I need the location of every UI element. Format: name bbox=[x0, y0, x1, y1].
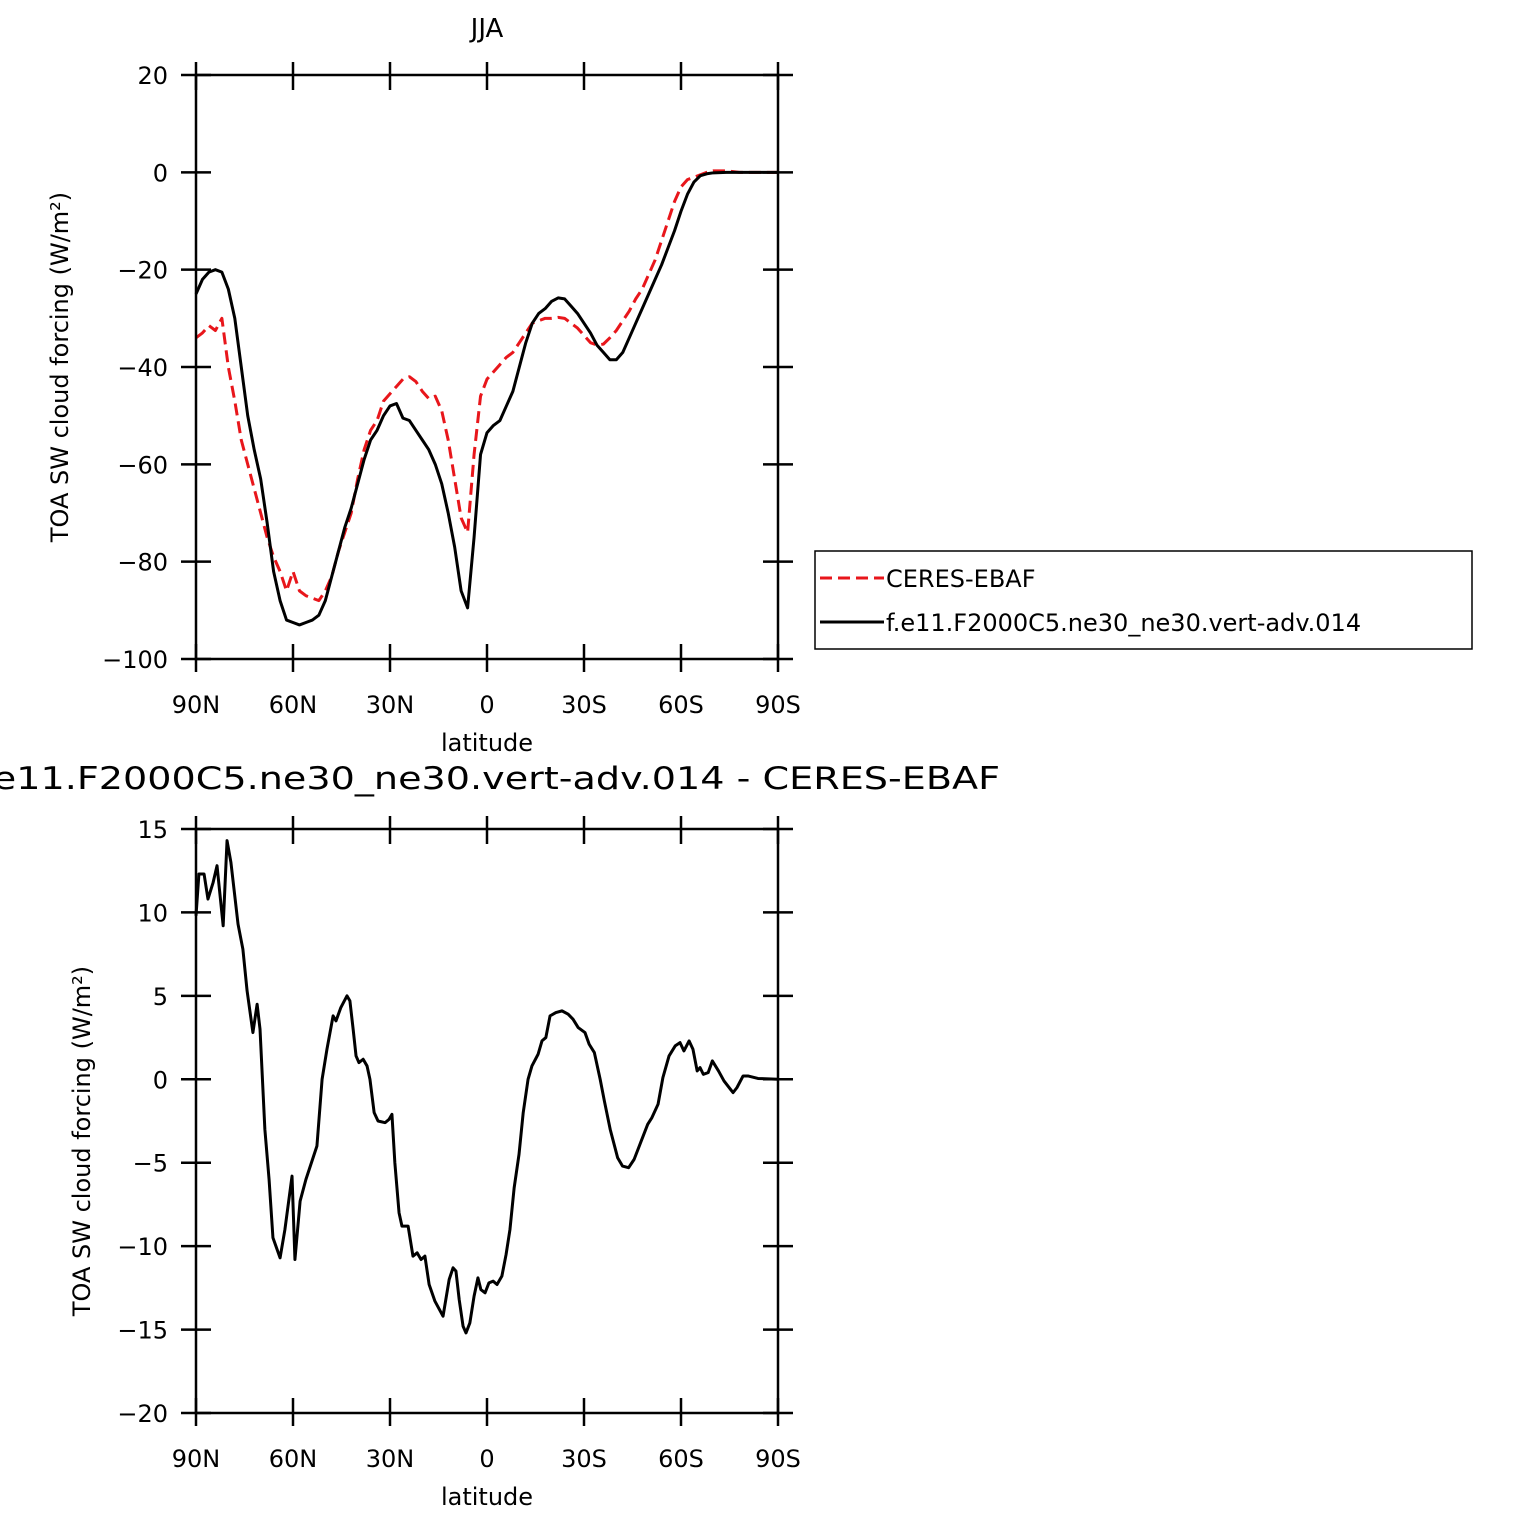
x-axis-label: latitude bbox=[441, 729, 533, 757]
y-tick-label: −15 bbox=[117, 1317, 168, 1345]
x-tick-label: 60N bbox=[269, 1445, 318, 1473]
x-tick-label: 30N bbox=[366, 691, 415, 719]
x-tick-label: 60S bbox=[658, 691, 704, 719]
x-tick-label: 30S bbox=[561, 1445, 607, 1473]
y-tick-label: −20 bbox=[117, 1400, 168, 1428]
y-axis-label: TOA SW cloud forcing (W/m²) bbox=[68, 966, 96, 1317]
x-tick-label: 30S bbox=[561, 691, 607, 719]
legend-label: f.e11.F2000C5.ne30_ne30.vert-adv.014 bbox=[886, 609, 1361, 637]
y-tick-label: −10 bbox=[117, 1233, 168, 1261]
y-tick-label: 5 bbox=[153, 983, 168, 1011]
legend: CERES-EBAF f.e11.F2000C5.ne30_ne30.vert-a… bbox=[814, 550, 1473, 650]
plot-frame bbox=[194, 73, 780, 661]
legend-box bbox=[814, 550, 1473, 650]
y-axis-label: TOA SW cloud forcing (W/m²) bbox=[46, 192, 74, 543]
y-tick-label: 0 bbox=[153, 159, 168, 187]
data-line bbox=[194, 839, 779, 1335]
x-tick-label: 0 bbox=[479, 691, 494, 719]
y-tick-label: 0 bbox=[153, 1066, 168, 1094]
x-tick-label: 90S bbox=[755, 691, 801, 719]
x-tick-label: 60S bbox=[658, 1445, 704, 1473]
x-tick-label: 0 bbox=[479, 1445, 494, 1473]
y-tick-label: −60 bbox=[117, 451, 168, 479]
y-tick-label: 10 bbox=[137, 899, 168, 927]
y-tick-label: −5 bbox=[133, 1150, 168, 1178]
chart-title: f.e11.F2000C5.ne30_ne30.vert-adv.014 - C… bbox=[0, 761, 1000, 797]
chart-title: JJA bbox=[469, 14, 504, 44]
data-line bbox=[195, 169, 778, 603]
data-line bbox=[194, 170, 778, 627]
y-tick-label: −100 bbox=[102, 646, 168, 674]
plot-frame bbox=[194, 827, 780, 1415]
y-tick-label: −40 bbox=[117, 354, 168, 382]
legend-label: CERES-EBAF bbox=[886, 565, 1036, 593]
x-tick-label: 90N bbox=[172, 1445, 221, 1473]
x-tick-label: 60N bbox=[269, 691, 318, 719]
x-tick-label: 30N bbox=[366, 1445, 415, 1473]
x-tick-label: 90N bbox=[172, 691, 221, 719]
x-tick-label: 90S bbox=[755, 1445, 801, 1473]
y-tick-label: 15 bbox=[137, 816, 168, 844]
y-tick-label: 20 bbox=[137, 62, 168, 90]
y-tick-label: −20 bbox=[117, 257, 168, 285]
x-axis-label: latitude bbox=[441, 1483, 533, 1511]
y-tick-label: −80 bbox=[117, 549, 168, 577]
